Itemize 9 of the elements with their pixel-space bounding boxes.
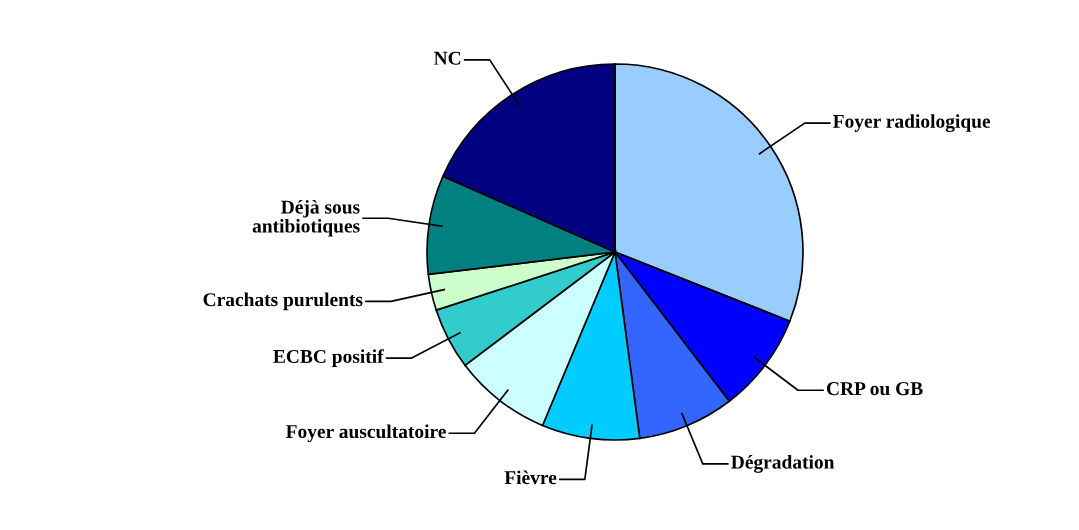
slice-label: Foyer auscultatoire bbox=[285, 424, 446, 443]
slice-label: NC bbox=[433, 51, 461, 65]
slice-label: Fièvre bbox=[504, 470, 557, 485]
slice-label: Foyer radiologique bbox=[833, 114, 991, 132]
slice-label: Dégradation bbox=[731, 455, 835, 473]
slice-label: Déjà sous antibiotiques bbox=[252, 199, 360, 237]
slice-label: Crachats purulents bbox=[203, 292, 363, 311]
slice-label: ECBC positif bbox=[273, 349, 384, 367]
slice-label: CRP ou GB bbox=[826, 382, 923, 396]
